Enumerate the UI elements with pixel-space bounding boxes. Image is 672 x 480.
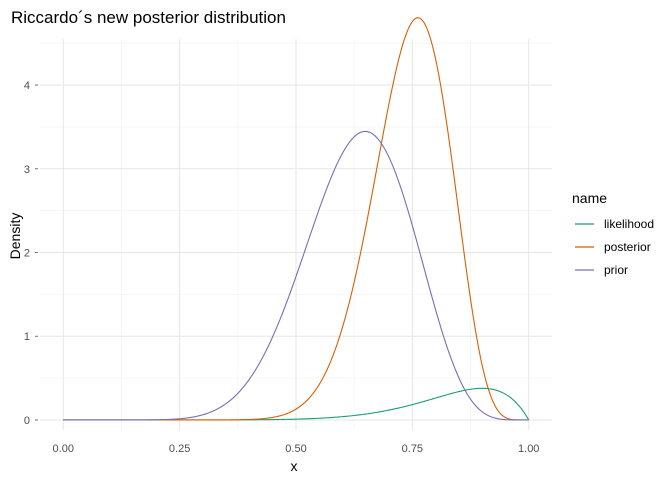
x-tick-label: 1.00 [518,443,539,455]
x-tick-label: 0.75 [402,443,423,455]
x-tick-label: 0.00 [53,443,74,455]
y-tick-label: 0 [24,415,30,427]
x-tick-label: 0.25 [169,443,190,455]
chart-title: Riccardo´s new posterior distribution [11,8,286,27]
y-tick-label: 1 [24,331,30,343]
legend-label-prior: prior [604,263,628,277]
y-tick-label: 4 [24,80,30,92]
legend-item-prior: prior [575,263,628,277]
legend-title: name [572,190,607,206]
x-tick-label: 0.50 [285,443,306,455]
legend-label-posterior: posterior [604,240,651,254]
legend-item-posterior: posterior [575,240,651,254]
y-tick-label: 2 [24,248,30,260]
legend-label-likelihood: likelihood [604,217,654,231]
series-lines [63,17,530,421]
x-axis: 0.00 0.25 0.50 0.75 1.00 [53,443,540,455]
plot-panel [40,17,552,430]
y-tick-label: 3 [24,164,30,176]
legend: name likelihood posterior prior [572,190,654,277]
grid-major [40,39,552,430]
x-axis-title: x [291,458,298,474]
y-axis: 0 1 2 3 4 [24,80,38,427]
y-axis-title: Density [7,213,23,260]
series-line-prior [63,130,529,421]
legend-item-likelihood: likelihood [575,217,654,231]
